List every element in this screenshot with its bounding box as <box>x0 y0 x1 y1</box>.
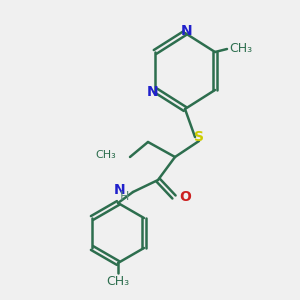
Text: CH₃: CH₃ <box>106 275 130 288</box>
Text: N: N <box>147 85 159 99</box>
Text: CH₃: CH₃ <box>229 41 252 55</box>
Text: N: N <box>113 183 125 197</box>
Text: H: H <box>120 190 129 202</box>
Text: S: S <box>194 130 204 144</box>
Text: N: N <box>181 24 193 38</box>
Text: CH₃: CH₃ <box>95 150 116 160</box>
Text: O: O <box>179 190 191 204</box>
